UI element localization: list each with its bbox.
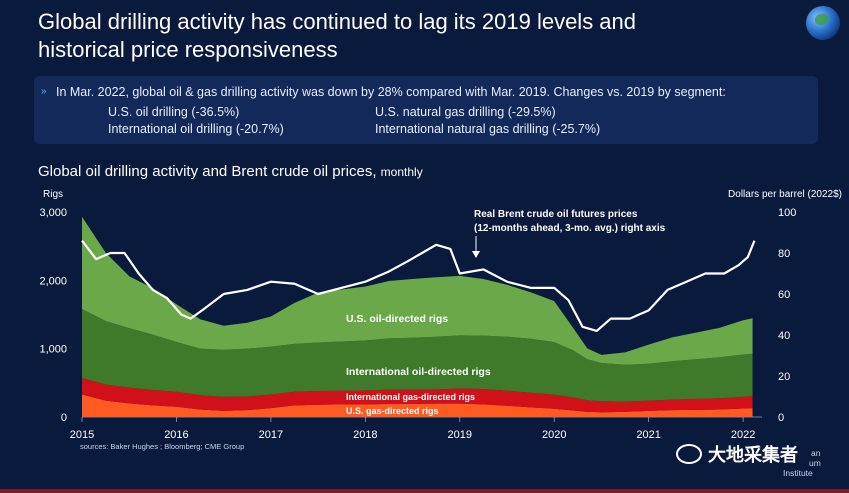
area-us-gas — [82, 394, 753, 417]
segment-us-oil: U.S. oil drilling (-36.5%) — [108, 105, 240, 119]
globe-icon — [806, 6, 840, 40]
annotation-arrow — [472, 236, 480, 258]
price-annotation-line1: Real Brent crude oil futures prices — [474, 209, 638, 220]
page-title: Global drilling activity has continued t… — [38, 9, 637, 62]
y-right-tick: 40 — [778, 330, 790, 342]
chevron-right-icon: » — [41, 86, 47, 97]
watermark: 大地采集者 — [676, 441, 798, 467]
segment-us-gas: U.S. natural gas drilling (-29.5%) — [375, 105, 556, 119]
api-logo-text: an um Institute — [783, 448, 821, 478]
y-left-tick: 0 — [61, 412, 67, 424]
y-left-tick: 1,000 — [39, 344, 67, 356]
x-tick-label: 2016 — [164, 429, 188, 441]
label-us-gas: U.S. gas-directed rigs — [346, 406, 439, 416]
label-us-oil: U.S. oil-directed rigs — [346, 313, 448, 325]
y-right-tick: 60 — [778, 289, 790, 301]
area-us-oil — [82, 216, 753, 365]
x-tick-label: 2021 — [636, 429, 660, 441]
x-tick-label: 2018 — [353, 429, 377, 441]
area-intl-oil — [82, 309, 753, 402]
left-axis-label: Rigs — [43, 189, 63, 200]
x-tick-label: 2019 — [448, 429, 472, 441]
x-tick-label: 2017 — [259, 429, 283, 441]
area-intl-gas — [82, 378, 753, 413]
chart-title: Global oil drilling activity and Brent c… — [38, 163, 423, 180]
y-right-tick: 20 — [778, 371, 790, 383]
chat-icon — [676, 444, 702, 464]
y-right-tick: 100 — [778, 207, 796, 219]
y-left-tick: 3,000 — [39, 207, 67, 219]
price-annotation-line2: (12-months ahead, 3-mo. avg.) right axis — [474, 223, 666, 234]
label-intl-oil: International oil-directed rigs — [346, 366, 491, 378]
callout-intro: In Mar. 2022, global oil & gas drilling … — [56, 85, 726, 99]
y-right-tick: 80 — [778, 248, 790, 260]
bottom-bar — [0, 489, 849, 493]
y-left-tick: 2,000 — [39, 275, 67, 287]
source-note: sources: Baker Hughes ; Bloomberg; CME G… — [80, 442, 245, 451]
price-line — [81, 240, 756, 332]
summary-callout: » In Mar. 2022, global oil & gas drillin… — [34, 76, 818, 144]
right-axis-label: Dollars per barrel (2022$) — [728, 189, 842, 200]
segment-intl-oil: International oil drilling (-20.7%) — [108, 122, 284, 136]
y-right-tick: 0 — [778, 412, 784, 424]
x-tick-label: 2020 — [542, 429, 566, 441]
x-tick-label: 2015 — [70, 429, 94, 441]
segment-intl-gas: International natural gas drilling (-25.… — [375, 122, 601, 136]
x-tick-label: 2022 — [731, 429, 755, 441]
label-intl-gas: International gas-directed rigs — [346, 392, 475, 402]
